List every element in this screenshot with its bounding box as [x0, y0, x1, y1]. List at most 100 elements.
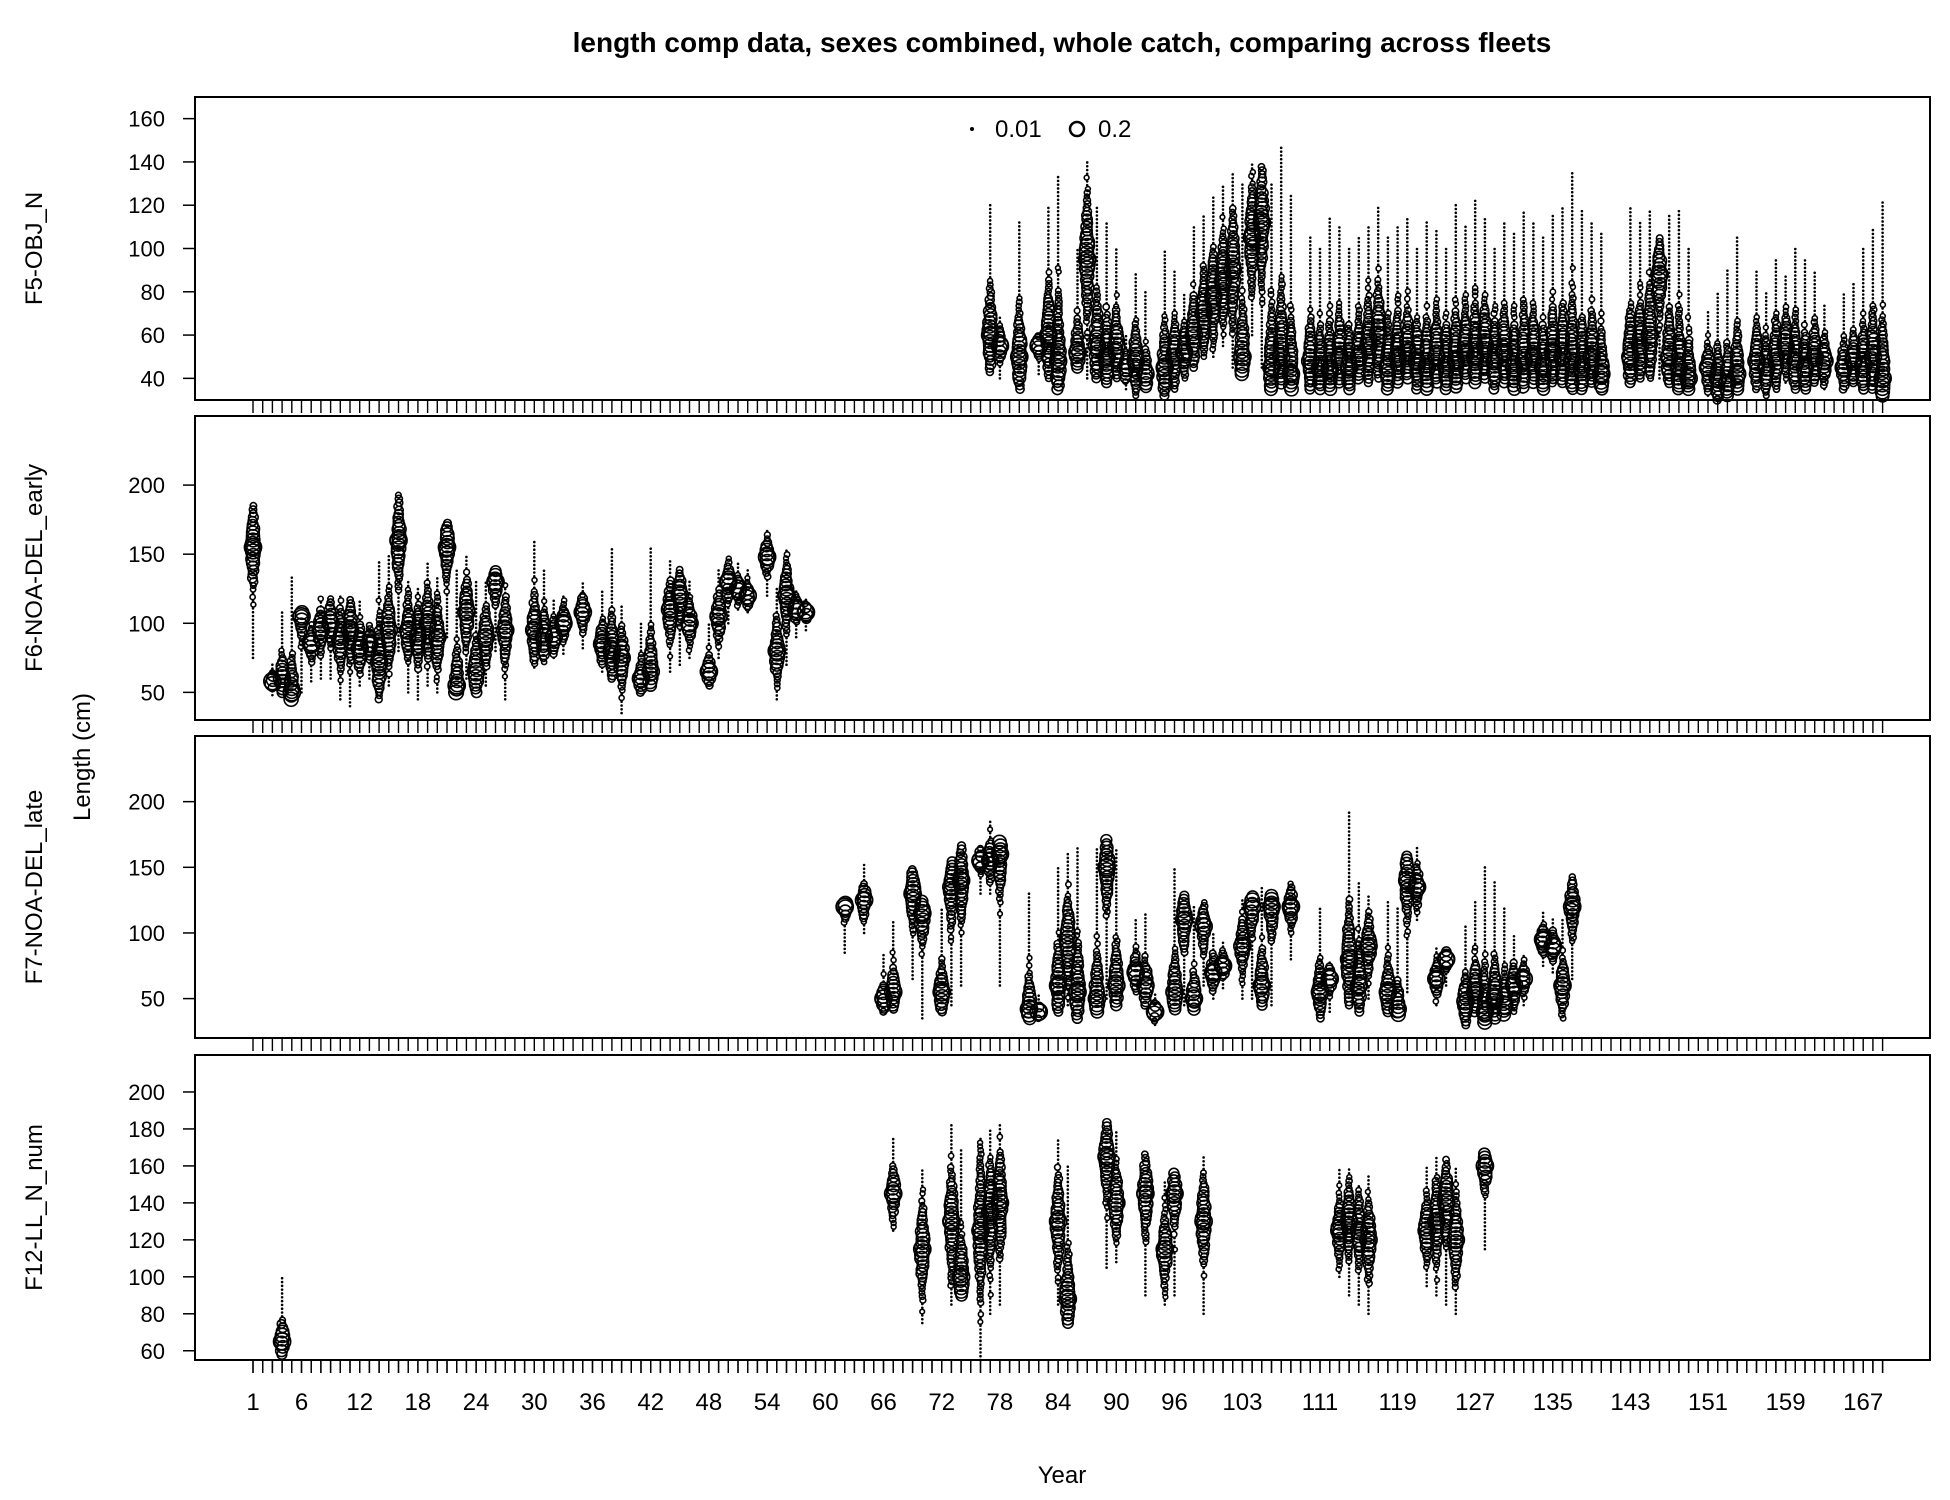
- bubble: [1056, 232, 1060, 236]
- bubble: [1144, 344, 1147, 347]
- bubble: [1182, 308, 1186, 312]
- bubble: [1338, 245, 1341, 248]
- bubble: [1567, 316, 1578, 326]
- bubble: [1580, 255, 1584, 258]
- bubble: [1328, 225, 1331, 228]
- bubble: [251, 626, 255, 629]
- bubble: [1545, 337, 1561, 353]
- bubble: [988, 230, 992, 234]
- bubble: [1202, 222, 1205, 226]
- bubble: [1561, 286, 1564, 290]
- bubble: [1794, 247, 1797, 251]
- bubble: [1794, 259, 1797, 262]
- bubble: [1328, 289, 1331, 293]
- bubble: [1241, 240, 1244, 243]
- bubble: [1420, 378, 1435, 393]
- y-tick-label: 200: [128, 473, 165, 498]
- bubble: [1629, 226, 1632, 229]
- bubble: [1231, 173, 1234, 176]
- bubble: [1018, 247, 1021, 251]
- bubble-mode: [1679, 368, 1698, 388]
- bubble: [1658, 342, 1661, 346]
- bubble: [1681, 349, 1695, 362]
- bubble: [1318, 289, 1322, 293]
- bubble: [1163, 280, 1167, 284]
- bubble: [1289, 243, 1293, 247]
- bubble: [1270, 285, 1273, 289]
- bubble: [1587, 314, 1597, 323]
- bubble: [1163, 269, 1167, 272]
- bubble: [445, 609, 449, 612]
- bubble: [1687, 259, 1690, 262]
- bubble: [1667, 222, 1671, 225]
- bubble: [1267, 287, 1275, 295]
- bubble: [1279, 207, 1283, 210]
- bubble: [1231, 347, 1234, 350]
- bubble: [1735, 304, 1739, 308]
- bubble: [1871, 300, 1875, 304]
- bubble: [1309, 243, 1312, 247]
- bubble: [1289, 217, 1293, 221]
- bubble: [1254, 239, 1269, 254]
- bubble: [1221, 208, 1225, 211]
- bubble: [1159, 390, 1170, 401]
- bubble: [1551, 248, 1555, 252]
- bubble: [1432, 314, 1441, 323]
- bubble: [668, 560, 672, 563]
- bubble: [1871, 236, 1875, 239]
- bubble: [1192, 233, 1196, 237]
- bubble: [1018, 278, 1021, 281]
- bubble: [1363, 299, 1372, 308]
- bubble: [1486, 346, 1503, 364]
- bubble: [1268, 306, 1276, 314]
- bubble: [339, 686, 342, 690]
- bubble: [1464, 244, 1467, 248]
- bubble: [1561, 267, 1564, 271]
- bubble: [1784, 279, 1787, 282]
- bubble: [1279, 233, 1283, 237]
- bubble: [1212, 355, 1215, 359]
- bubble: [465, 658, 468, 661]
- bubble: [1289, 255, 1293, 258]
- bubble: [1704, 345, 1714, 355]
- bubble: [416, 690, 420, 693]
- bubble: [1454, 207, 1458, 211]
- bubble: [455, 580, 459, 584]
- bubble: [1238, 305, 1248, 315]
- bubble: [1803, 296, 1807, 300]
- bubble: [1677, 247, 1681, 251]
- bubble: [1735, 278, 1739, 281]
- bubble: [1580, 308, 1584, 311]
- bubble: [1764, 295, 1768, 299]
- bubble: [1871, 232, 1875, 236]
- bubble: [1687, 304, 1690, 308]
- bubble: [1241, 217, 1244, 221]
- bubble: [1105, 233, 1108, 237]
- bubble: [1774, 300, 1778, 304]
- bubble: [1473, 207, 1477, 210]
- bubble: [1161, 327, 1170, 336]
- bubble: [484, 672, 488, 676]
- bubble: [1532, 298, 1535, 301]
- bubble: [1643, 307, 1656, 321]
- bubble: [1881, 258, 1884, 261]
- bubble: [668, 567, 672, 571]
- bubble: [1435, 252, 1438, 256]
- bubble: [1357, 240, 1361, 244]
- bubble: [1231, 176, 1234, 180]
- bubble: [982, 319, 998, 334]
- bubble: [1095, 240, 1099, 244]
- bubble: [348, 678, 352, 681]
- bubble: [397, 638, 400, 641]
- bubble: [1228, 215, 1237, 225]
- bubble: [1367, 271, 1370, 275]
- bubble: [1415, 270, 1419, 274]
- bubble: [1433, 303, 1440, 311]
- bubble: [1373, 287, 1383, 296]
- bubble: [1279, 237, 1283, 241]
- bubble: [455, 622, 459, 626]
- bubble: [455, 626, 459, 630]
- bubble: [1755, 270, 1758, 274]
- bubble: [1105, 241, 1108, 244]
